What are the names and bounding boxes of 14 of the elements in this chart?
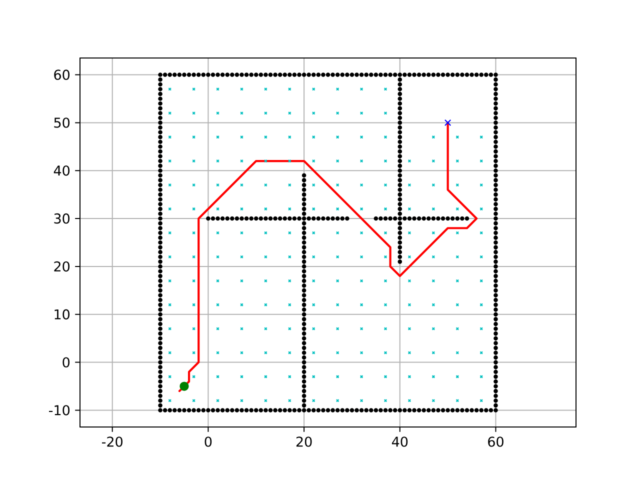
x-tick-label: 20 <box>296 436 312 447</box>
x-tick-label: 60 <box>488 436 504 447</box>
y-tick-label: 40 <box>54 166 70 176</box>
y-tick-label: -10 <box>49 405 70 416</box>
y-tick-label: 0 <box>62 357 70 368</box>
y-tick-label: 20 <box>54 261 70 272</box>
x-tick-label: 0 <box>204 436 212 447</box>
y-tick-label: 30 <box>54 213 70 224</box>
y-tick-label: 50 <box>54 118 70 128</box>
y-tick-label: 60 <box>54 70 70 80</box>
y-tick-label: 10 <box>54 309 70 320</box>
x-tick-label: -20 <box>102 436 122 447</box>
line-series <box>178 122 478 392</box>
x-tick-label: 40 <box>392 436 408 447</box>
